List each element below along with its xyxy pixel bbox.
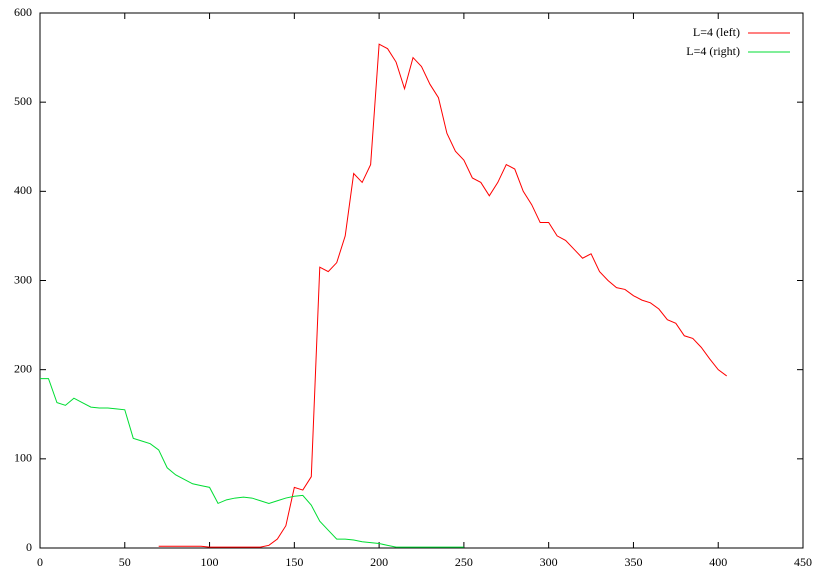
y-tick-label: 300 (14, 272, 32, 286)
plot-border (39, 12, 804, 549)
x-tick-label: 300 (540, 555, 558, 569)
y-tick-label: 100 (14, 451, 32, 465)
x-tick-label: 250 (455, 555, 473, 569)
x-tick-label: 450 (794, 555, 812, 569)
legend-label: L=4 (right) (686, 44, 740, 58)
y-tick-label: 600 (14, 5, 32, 19)
y-tick-label: 400 (14, 183, 32, 197)
x-tick-label: 400 (709, 555, 727, 569)
x-tick-label: 50 (119, 555, 131, 569)
series-line (40, 378, 464, 548)
x-tick-label: 350 (624, 555, 642, 569)
x-tick-label: 200 (370, 555, 388, 569)
series-line (158, 43, 727, 548)
x-tick-label: 150 (285, 555, 303, 569)
legend-label: L=4 (left) (693, 25, 740, 39)
y-tick-label: 0 (26, 540, 32, 554)
x-tick-label: 100 (201, 555, 219, 569)
x-tick-label: 0 (37, 555, 43, 569)
y-tick-label: 200 (14, 361, 32, 375)
y-tick-label: 500 (14, 94, 32, 108)
